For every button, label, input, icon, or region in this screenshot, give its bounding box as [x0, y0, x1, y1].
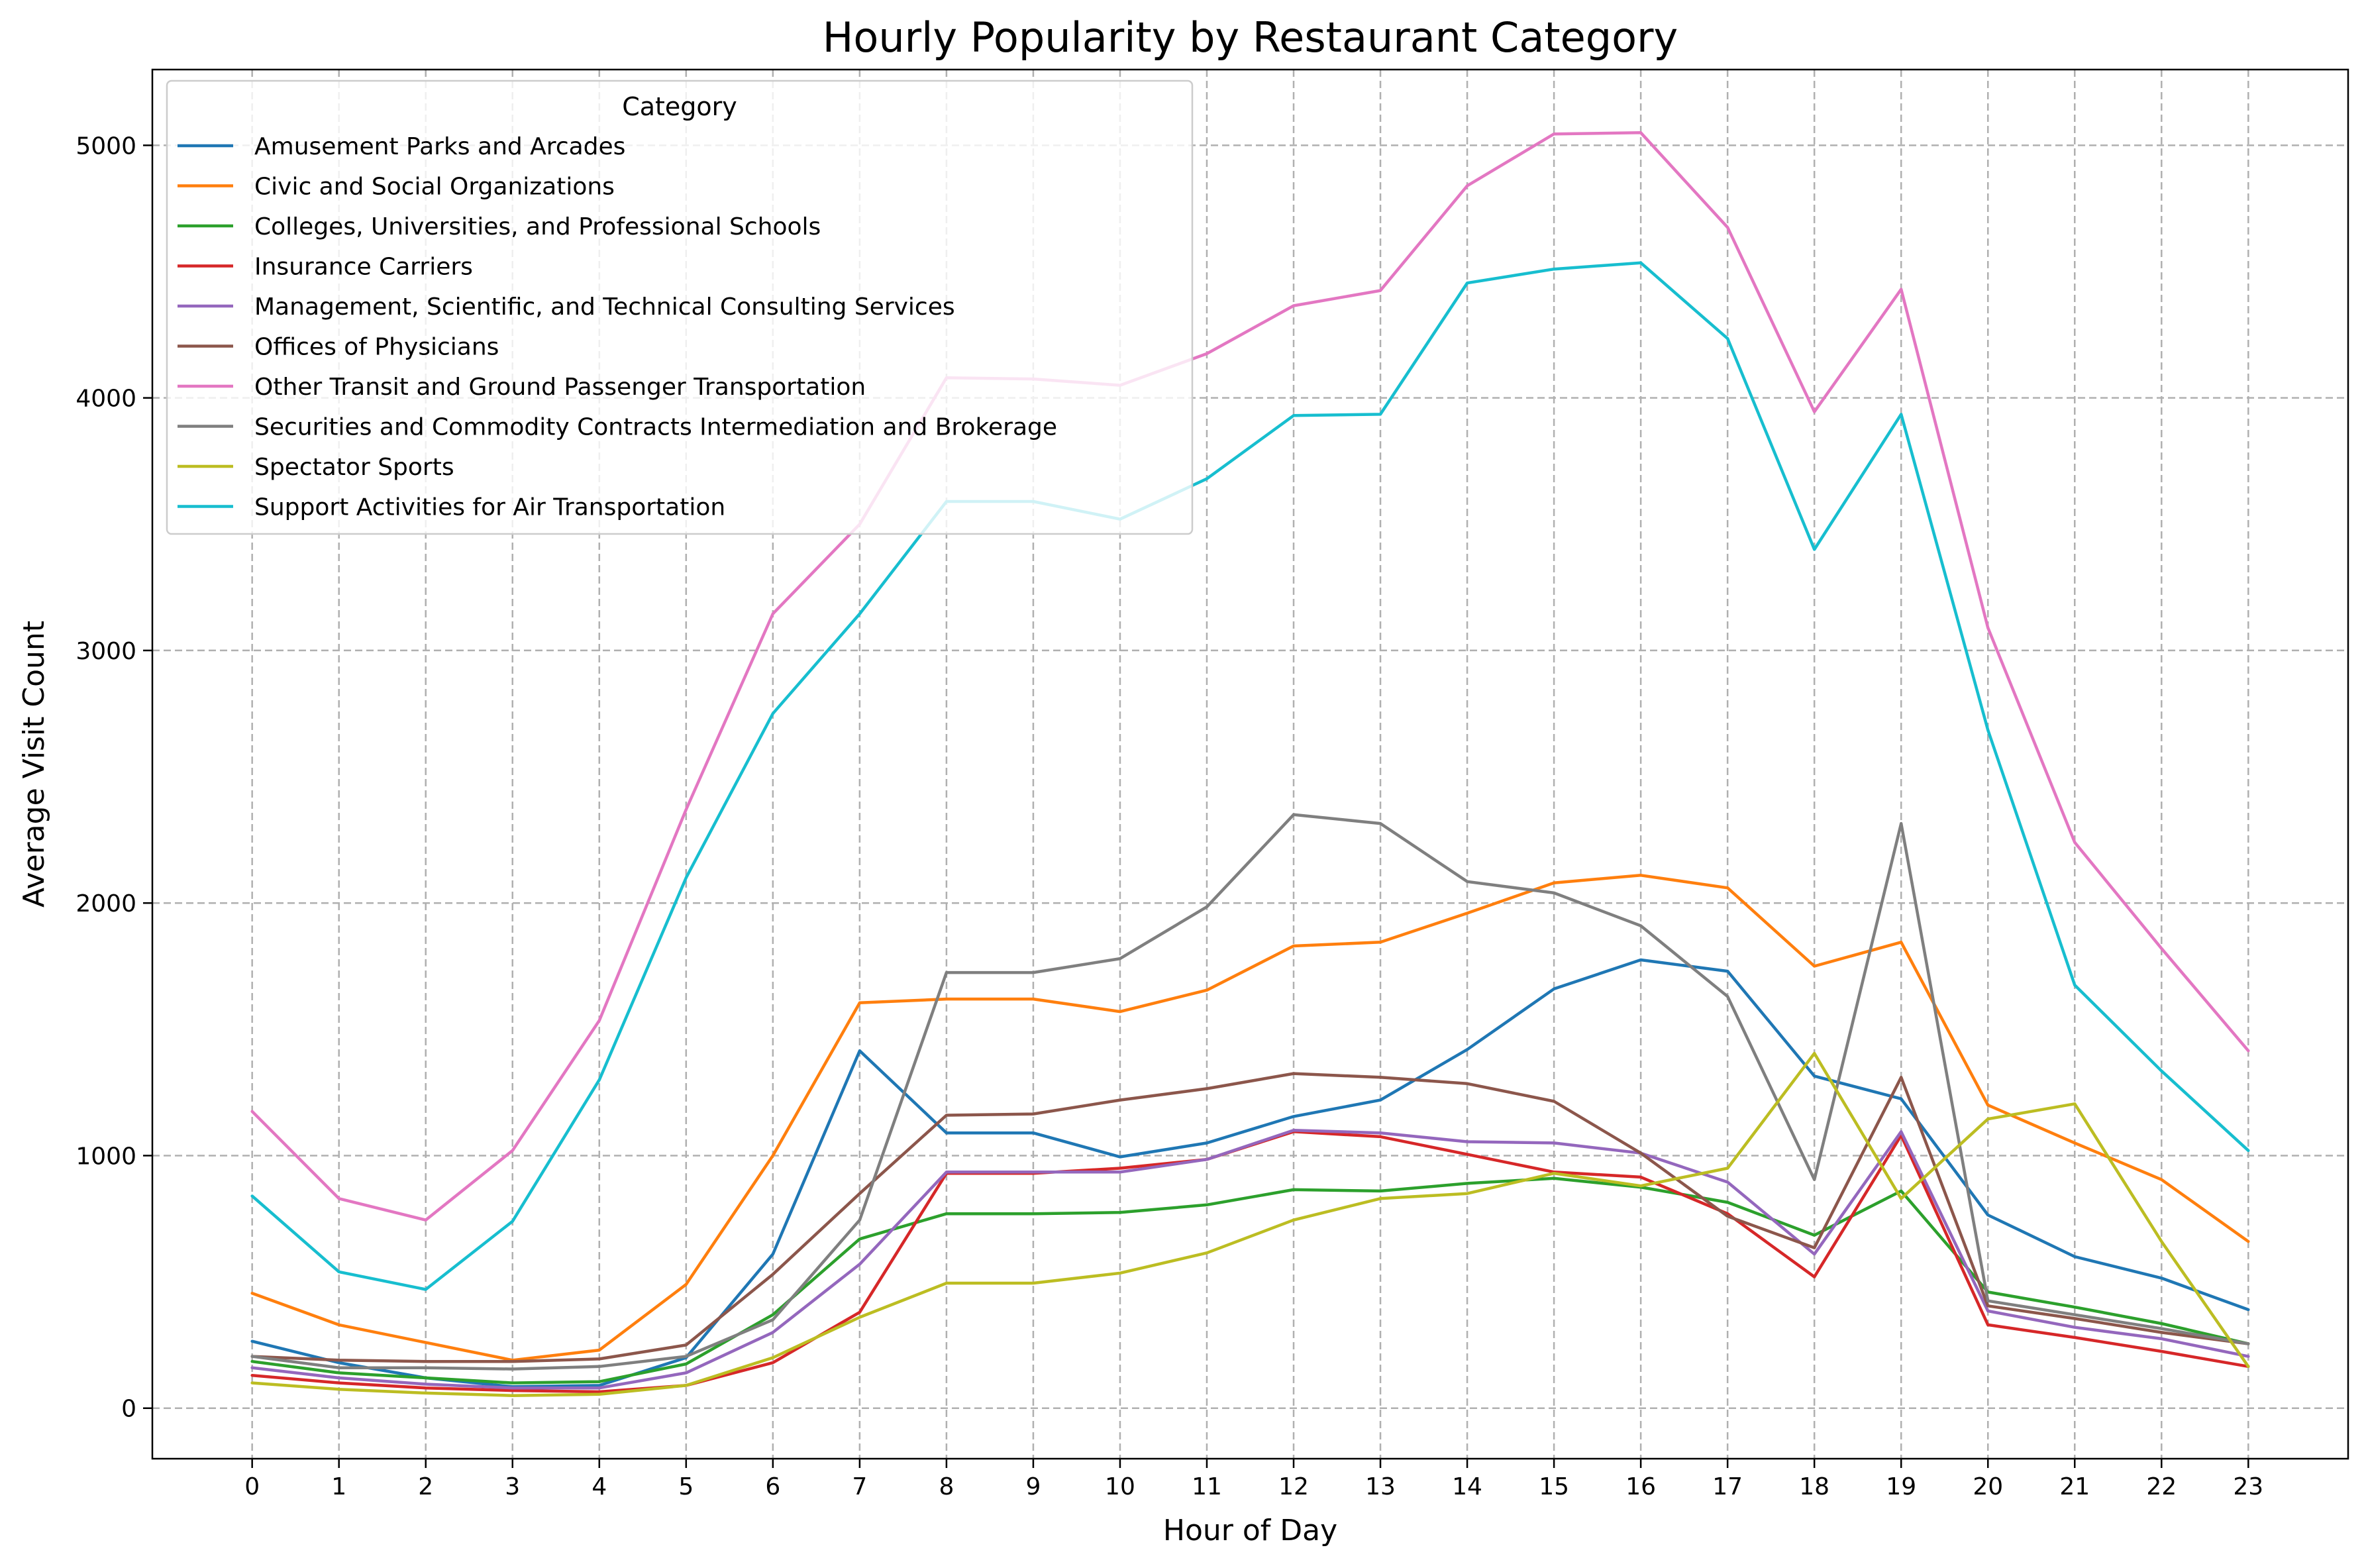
legend-label: Management, Scientific, and Technical Co…: [254, 293, 955, 321]
series-lines: [250, 131, 2250, 1397]
x-tick-label: 12: [1278, 1473, 1309, 1500]
x-tick-label: 9: [1025, 1473, 1041, 1500]
x-tick-label: 15: [1539, 1473, 1569, 1500]
legend-label: Offices of Physicians: [254, 334, 499, 361]
legend-label: Insurance Carriers: [254, 254, 473, 281]
legend-items: Amusement Parks and Arcades Civic and Soc…: [178, 133, 1057, 521]
x-tick-label: 19: [1886, 1473, 1916, 1500]
x-tick-label: 10: [1105, 1473, 1135, 1500]
x-tick-label: 17: [1712, 1473, 1743, 1500]
series-line-offices-of-physicians: [250, 1072, 2250, 1363]
y-tick-label: 0: [121, 1396, 136, 1423]
x-tick-label: 5: [678, 1473, 694, 1500]
legend: Category Amusement Parks and Arcades Civi…: [166, 79, 1194, 535]
x-tick-label: 4: [592, 1473, 607, 1500]
legend-label: Support Activities for Air Transportatio…: [254, 494, 725, 521]
x-tick-label: 16: [1625, 1473, 1656, 1500]
y-tick-label: 2000: [76, 890, 136, 917]
series-line-securities-and-commodity-contracts-intermediation-and-brokerage: [250, 813, 2250, 1371]
x-tick-label: 18: [1799, 1473, 1829, 1500]
y-axis-label: Average Visit Count: [17, 621, 51, 908]
plot-area-frame: [151, 68, 2349, 1460]
series-line-other-transit-and-ground-passenger-transportation: [250, 131, 2250, 1222]
legend-label: Securities and Commodity Contracts Inter…: [254, 414, 1057, 441]
x-tick-label: 6: [765, 1473, 780, 1500]
x-tick-label: 22: [2146, 1473, 2177, 1500]
x-tick-label: 23: [2233, 1473, 2263, 1500]
y-tick-label: 3000: [76, 638, 136, 665]
x-tick-label: 3: [505, 1473, 520, 1500]
legend-label: Civic and Social Organizations: [254, 174, 615, 201]
series-line-management-scientific-and-technical-consulting-services: [250, 1129, 2250, 1390]
legend-label: Spectator Sports: [254, 454, 454, 481]
x-tick-label: 14: [1452, 1473, 1482, 1500]
y-tick-label: 5000: [76, 132, 136, 160]
x-axis-label: Hour of Day: [1163, 1514, 1337, 1547]
series-line-civic-and-social-organizations: [250, 874, 2250, 1362]
x-tick-label: 8: [939, 1473, 954, 1500]
x-tick-label: 1: [331, 1473, 346, 1500]
legend-box: [166, 79, 1194, 535]
series-line-spectator-sports: [250, 1051, 2250, 1397]
legend-label: Amusement Parks and Arcades: [254, 133, 625, 160]
x-tick-label: 13: [1365, 1473, 1396, 1500]
series-line-support-activities-for-air-transportation: [250, 261, 2250, 1291]
chart-title: Hourly Popularity by Restaurant Category: [823, 13, 1678, 62]
x-tick-label: 20: [1973, 1473, 2003, 1500]
x-tick-label: 0: [244, 1473, 260, 1500]
x-tick-label: 11: [1192, 1473, 1222, 1500]
x-tick-label: 2: [418, 1473, 433, 1500]
y-tick-label: 1000: [76, 1143, 136, 1170]
axis-ticks: 0 1 2 3 4 5 6 7 8 9 10 11 12 13 14 15 16 17 18 19 20 21 22 2301…: [76, 132, 2263, 1500]
legend-label: Other Transit and Ground Passenger Trans…: [254, 374, 866, 401]
x-tick-label: 21: [2059, 1473, 2090, 1500]
legend-label: Colleges, Universities, and Professional…: [254, 213, 821, 240]
x-tick-label: 7: [852, 1473, 867, 1500]
legend-title: Category: [622, 92, 737, 121]
series-line-colleges-universities-and-professional-schools: [250, 1176, 2250, 1385]
y-tick-label: 4000: [76, 386, 136, 413]
